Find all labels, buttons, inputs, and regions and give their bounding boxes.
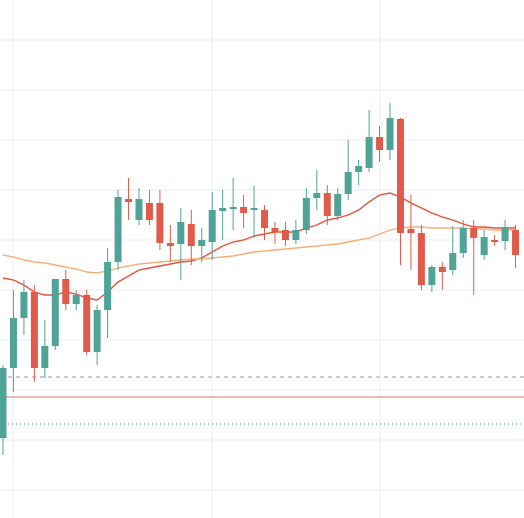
candle-body [292, 230, 300, 240]
candle-body [104, 262, 112, 310]
candle-body [428, 267, 436, 285]
candle-body [480, 237, 488, 255]
candle-body [438, 267, 446, 272]
candle-body [198, 240, 206, 246]
candle-body [156, 203, 164, 243]
candle-body [459, 228, 467, 253]
candle-body [407, 229, 415, 233]
candle-body [219, 208, 227, 211]
moving-average [2, 192, 516, 301]
candle-body [470, 228, 478, 238]
candle-body [9, 318, 17, 368]
candle-body [281, 230, 289, 240]
candle-body [501, 227, 509, 241]
candle-body [30, 292, 38, 368]
moving-average [2, 226, 516, 274]
candle-body [250, 208, 258, 210]
candle-body [512, 230, 520, 255]
candle-body [229, 207, 237, 209]
candle-body [51, 279, 59, 346]
candle-body [491, 240, 499, 242]
candle-body [93, 310, 101, 352]
candle-body [187, 224, 195, 246]
candle-body [72, 295, 80, 304]
candle-body [396, 119, 404, 233]
candle-body [334, 194, 342, 216]
candle-body [177, 222, 185, 244]
candle-body [62, 279, 70, 304]
candle-body [271, 228, 279, 232]
candle-body [365, 137, 373, 168]
candle-body [135, 199, 143, 220]
candle-body [344, 172, 352, 194]
candle-body [41, 346, 49, 368]
candle-body [261, 210, 268, 228]
candle-body [114, 197, 122, 262]
candle-body [240, 207, 248, 213]
candle-body [323, 193, 331, 216]
candle-body [417, 233, 425, 285]
candle-body [376, 137, 384, 150]
candle-body [166, 243, 174, 246]
candle-body [83, 295, 91, 352]
candle-body [20, 292, 28, 318]
candle-body [302, 198, 310, 230]
candle-body [208, 210, 216, 242]
candle-body [386, 118, 394, 150]
candle-body [449, 253, 457, 270]
candle-body [145, 203, 153, 220]
candle-body [355, 166, 363, 172]
candle-body [0, 368, 7, 438]
candle-body [313, 193, 321, 198]
candle-body [125, 199, 133, 202]
